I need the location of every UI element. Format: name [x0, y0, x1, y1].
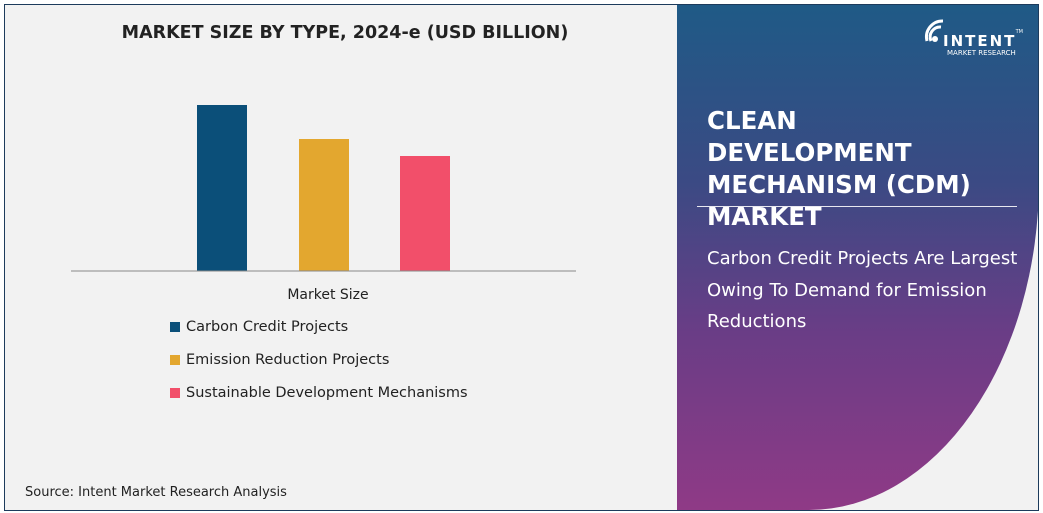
- legend-swatch: [170, 321, 180, 332]
- market-title: CLEAN DEVELOPMENT MECHANISM (CDM) MARKET: [707, 106, 971, 231]
- logo-name: INTENT: [943, 32, 1017, 50]
- logo: INTENT MARKET RESEARCH TM: [923, 15, 1023, 61]
- bar: [400, 156, 450, 271]
- x-axis-label: Market Size: [287, 287, 369, 303]
- legend-label: Emission Reduction Projects: [186, 351, 390, 368]
- legend-label: Carbon Credit Projects: [186, 318, 349, 335]
- chart-title: MARKET SIZE BY TYPE, 2024-e (USD BILLION…: [121, 23, 569, 43]
- legend-item: Carbon Credit Projects: [170, 310, 468, 343]
- bar-chart: [71, 105, 576, 272]
- legend-item: Sustainable Development Mechanisms: [170, 376, 468, 409]
- info-panel: INTENT MARKET RESEARCH TM CLEAN DEVELOPM…: [677, 5, 1038, 510]
- legend-swatch: [170, 387, 180, 398]
- legend: Carbon Credit Projects Emission Reductio…: [170, 310, 468, 409]
- logo-tagline: MARKET RESEARCH: [947, 49, 1016, 57]
- legend-swatch: [170, 354, 180, 365]
- source-note: Source: Intent Market Research Analysis: [25, 485, 287, 500]
- bar: [299, 139, 349, 271]
- legend-item: Emission Reduction Projects: [170, 343, 468, 376]
- infographic: MARKET SIZE BY TYPE, 2024-e (USD BILLION…: [4, 4, 1039, 511]
- bar: [197, 105, 247, 271]
- market-subtitle: Carbon Credit Projects Are Largest Owing…: [707, 248, 1018, 332]
- signal-icon: [925, 19, 944, 42]
- divider: [697, 206, 1017, 207]
- logo-tm: TM: [1015, 29, 1023, 35]
- legend-label: Sustainable Development Mechanisms: [186, 384, 468, 401]
